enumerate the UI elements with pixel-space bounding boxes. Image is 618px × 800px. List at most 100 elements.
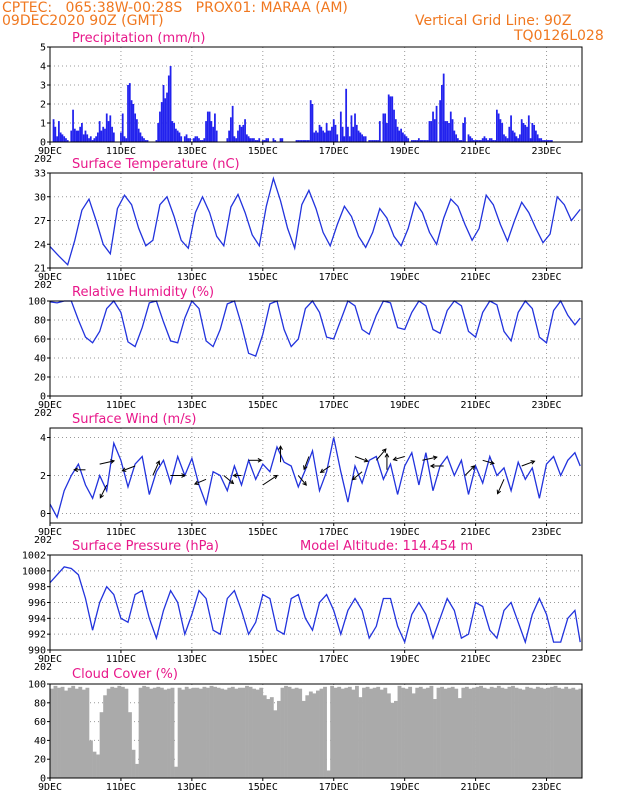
cloud-bar	[528, 687, 533, 778]
precip-bar	[403, 134, 406, 142]
precip-bar	[370, 140, 372, 142]
x-tick-label: 11DEC	[106, 272, 136, 283]
precip-bar	[192, 138, 195, 142]
cloud-bar	[209, 685, 214, 778]
y-tick-label: 30	[34, 192, 46, 203]
x-tick-label: 15DEC	[248, 527, 278, 538]
cloud-bar	[280, 687, 285, 778]
cloud-bar	[550, 686, 554, 778]
y-tick-label: 990	[28, 646, 46, 657]
cloud-bar	[496, 685, 501, 778]
x-tick-label: 15DEC	[248, 400, 278, 411]
precip-bar	[54, 126, 57, 142]
wind-vector-head	[110, 459, 116, 464]
cloud-bar	[567, 688, 572, 778]
wind-vector	[393, 456, 405, 461]
y-tick-label: 80	[34, 698, 46, 709]
panel-title: Relative Humidity (%)	[72, 285, 214, 300]
cloud-bar	[525, 686, 530, 778]
panel-5: 0 20 40 60 80 100 9DEC 11DEC 13DEC 15DEC 17DEC 19DE…	[28, 667, 583, 793]
precip-bar	[416, 140, 418, 142]
precip-bar	[159, 111, 161, 142]
precip-bar	[185, 134, 188, 142]
precip-bar	[495, 109, 498, 142]
precip-bar	[189, 138, 191, 142]
x-tick-label: 23DEC	[531, 527, 561, 538]
cloud-bar	[156, 686, 161, 778]
precip-bar	[274, 140, 277, 142]
precip-bar	[203, 138, 206, 142]
panel-0: 0 1 2 3 4 5 9DEC 11DEC 13DEC 15DEC 17DEC 19DEC 21DEC…	[34, 31, 583, 165]
wind-vector-head	[429, 463, 435, 469]
cloud-bar	[390, 702, 395, 778]
cloud-bar	[333, 687, 338, 778]
x-tick-label: 15DEC	[248, 654, 278, 665]
precip-bar	[82, 134, 85, 142]
cloud-bar	[337, 686, 342, 778]
precip-bar	[100, 130, 103, 142]
x-tick-label: 11DEC	[106, 654, 136, 665]
y-tick-label: 24	[34, 240, 46, 251]
x-tick-label: 17DEC	[319, 272, 349, 283]
precip-bar	[132, 104, 135, 142]
wind-vector	[497, 479, 505, 494]
precip-bar	[538, 138, 541, 142]
precip-bar	[488, 138, 491, 142]
wind-vector-head	[181, 473, 187, 478]
wind-vector	[482, 459, 495, 464]
precip-bar	[171, 121, 174, 142]
precip-bar	[238, 124, 241, 142]
precip-bar	[306, 140, 309, 142]
precip-bar	[402, 132, 404, 142]
precip-bar	[167, 75, 170, 142]
precip-bar	[263, 140, 266, 142]
cloud-bar	[578, 688, 583, 778]
cloud-bar	[479, 685, 483, 778]
precip-bar	[412, 140, 415, 142]
precip-bar	[426, 140, 429, 142]
precip-bar	[139, 132, 142, 142]
precip-bar	[494, 140, 496, 142]
cloud-bar	[574, 689, 579, 778]
precip-bar	[387, 94, 390, 142]
x-tick-label: 19DEC	[390, 146, 420, 157]
cloud-bar	[443, 688, 448, 778]
precip-bar	[549, 140, 551, 142]
precip-bar	[476, 140, 479, 142]
wind-vector-head	[273, 474, 279, 480]
cloud-bar	[312, 693, 317, 778]
precip-bar	[198, 138, 200, 142]
wind-vector-head	[193, 480, 199, 485]
cloud-bar	[415, 687, 420, 778]
precip-bar	[272, 138, 275, 142]
y-tick-label: 5	[40, 43, 46, 54]
precip-bar	[519, 134, 521, 142]
precip-bar	[237, 130, 239, 142]
precip-bar	[322, 130, 324, 142]
precip-bar	[59, 132, 62, 142]
precip-bar	[123, 136, 126, 142]
precip-bar	[309, 100, 312, 142]
precip-bar	[299, 140, 301, 142]
cloud-bar	[461, 687, 466, 778]
precip-bar	[430, 121, 433, 142]
cloud-bar	[514, 687, 519, 778]
header-grid-line-info: Vertical Grid Line: 90Z	[415, 13, 572, 29]
wind-vector-head	[73, 467, 79, 473]
wind-vector	[521, 460, 535, 467]
precip-bar	[196, 136, 199, 142]
x-tick-label: 17DEC	[319, 782, 349, 793]
precip-bar	[137, 128, 140, 142]
precip-bar	[542, 140, 544, 142]
header-run-date: 09DEC2020 90Z (GMT)	[2, 13, 164, 29]
cloud-bar	[408, 686, 413, 778]
x-year-label-truncated: 202	[34, 154, 52, 165]
cloud-bar	[486, 688, 491, 778]
precip-bar	[347, 126, 349, 142]
cloud-bar	[78, 686, 83, 778]
wind-vector-head	[155, 460, 161, 466]
y-tick-label: 996	[28, 598, 46, 609]
y-tick-label: 992	[28, 630, 46, 641]
precip-bar	[501, 123, 504, 142]
